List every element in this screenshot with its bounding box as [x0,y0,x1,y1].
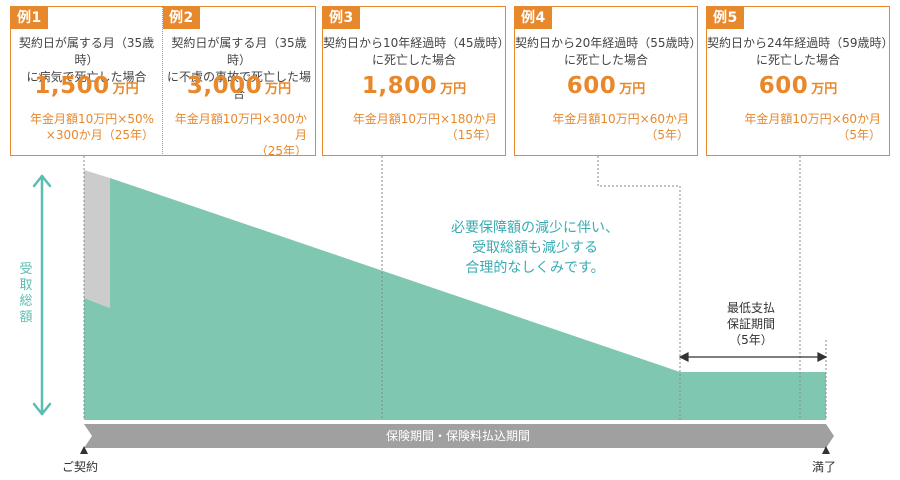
formula-line: （5年） [837,128,881,142]
accident-extra-area [84,170,110,308]
condition-line: に病気で死亡した場合 [26,70,147,84]
example-formula: 年金月額10万円×60か月 （5年） [552,111,689,143]
amount-unit: 万円 [811,82,838,97]
example-condition: 契約日から20年経過時（55歳時） に死亡した場合 [515,35,702,69]
formula-line: （25年） [255,144,307,158]
contract-start-label: ご契約 [62,460,99,474]
ref-line-example-4 [597,156,681,420]
total-benefit-label: 受取総額 [19,262,33,325]
minimum-guarantee-label: 最低支払 保証期間 （5年） [696,300,806,348]
condition-line: に死亡した場合 [755,53,840,67]
example-box-3: 例3 契約日から10年経過時（45歳時） に死亡した場合 1,800 万円 年金月… [322,6,510,156]
message-line: 合理的なしくみです。 [465,260,605,276]
condition-line: 契約日から10年経過時（45歳時） [323,36,510,50]
example-tag: 例4 [515,7,552,29]
amount-value: 3,000 [186,73,263,99]
condition-line: 契約日から20年経過時（55歳時） [515,36,702,50]
formula-line: 年金月額10万円×50% [30,112,154,126]
condition-line: に死亡した場合 [563,53,648,67]
formula-line: ×300か月（25年） [45,128,154,142]
condition-line: 契約日が属する月（35歳時） [18,36,155,67]
example-condition: 契約日から10年経過時（45歳時） に死亡した場合 [323,35,510,69]
example-condition: 契約日が属する月（35歳時） に病気で死亡した場合 [11,35,162,86]
example-tag: 例1 [11,7,48,29]
formula-line: 年金月額10万円×300か月 [174,112,307,142]
end-marker-icon [822,446,830,454]
example-amount: 1,500 万円 [11,73,162,99]
period-bar-label: 保険期間・保険料払込期間 [385,429,530,443]
guarantee-line: 最低支払 [726,301,775,315]
maturity-label: 満了 [812,460,837,474]
amount-value: 1,500 [34,73,110,99]
formula-line: 年金月額10万円×60か月 [744,112,881,126]
example-tag: 例2 [163,7,200,29]
amount-value: 1,800 [361,73,438,99]
amount-unit: 万円 [440,82,467,97]
mechanism-message: 必要保障額の減少に伴い、 受取総額も減少する 合理的なしくみです。 [420,218,650,278]
insurance-period-bar [84,424,834,448]
example-formula: 年金月額10万円×50% ×300か月（25年） [30,111,154,143]
formula-line: （15年） [445,128,497,142]
amount-value: 600 [566,73,617,99]
example-formula: 年金月額10万円×180か月 （15年） [353,111,497,143]
example-box-4: 例4 契約日から20年経過時（55歳時） に死亡した場合 600 万円 年金月額1… [514,6,702,156]
example-formula: 年金月額10万円×300か月 （25年） [163,111,307,159]
formula-line: 年金月額10万円×60か月 [552,112,689,126]
example-tag: 例5 [707,7,744,29]
example-amount: 1,800 万円 [323,73,505,99]
amount-unit: 万円 [112,82,139,97]
example-box-1: 例1 契約日が属する月（35歳時） に病気で死亡した場合 1,500 万円 年金月… [10,6,162,156]
condition-line: に死亡した場合 [371,53,456,67]
example-condition: 契約日から24年経過時（59歳時） に死亡した場合 [707,35,894,69]
guarantee-period-arrow-icon [678,352,828,362]
example-box-5: 例5 契約日から24年経過時（59歳時） に死亡した場合 600 万円 年金月額1… [706,6,894,156]
guarantee-line: （5年） [729,333,773,347]
example-condition: 契約日が属する月（35歳時） に不慮の事故で死亡した場合 [163,35,315,103]
example-amount: 3,000 万円 [163,73,315,99]
start-marker-icon [80,446,88,454]
amount-unit: 万円 [619,82,646,97]
example-tag: 例3 [323,7,360,29]
condition-line: 契約日から24年経過時（59歳時） [707,36,894,50]
example-formula: 年金月額10万円×60か月 （5年） [744,111,881,143]
guarantee-line: 保証期間 [726,317,775,331]
message-line: 受取総額も減少する [472,240,598,256]
condition-line: 契約日が属する月（35歳時） [171,36,307,67]
formula-line: 年金月額10万円×180か月 [352,112,497,126]
message-line: 必要保障額の減少に伴い、 [451,220,619,236]
example-amount: 600 万円 [707,73,889,99]
benefit-area [84,178,826,420]
amount-value: 600 [758,73,809,99]
double-arrow-icon [32,174,52,416]
example-amount: 600 万円 [515,73,697,99]
amount-unit: 万円 [265,82,292,97]
condition-line: に不慮の事故で死亡した場合 [166,70,311,101]
example-box-2: 例2 契約日が属する月（35歳時） に不慮の事故で死亡した場合 3,000 万円 … [162,6,316,159]
formula-line: （5年） [645,128,689,142]
